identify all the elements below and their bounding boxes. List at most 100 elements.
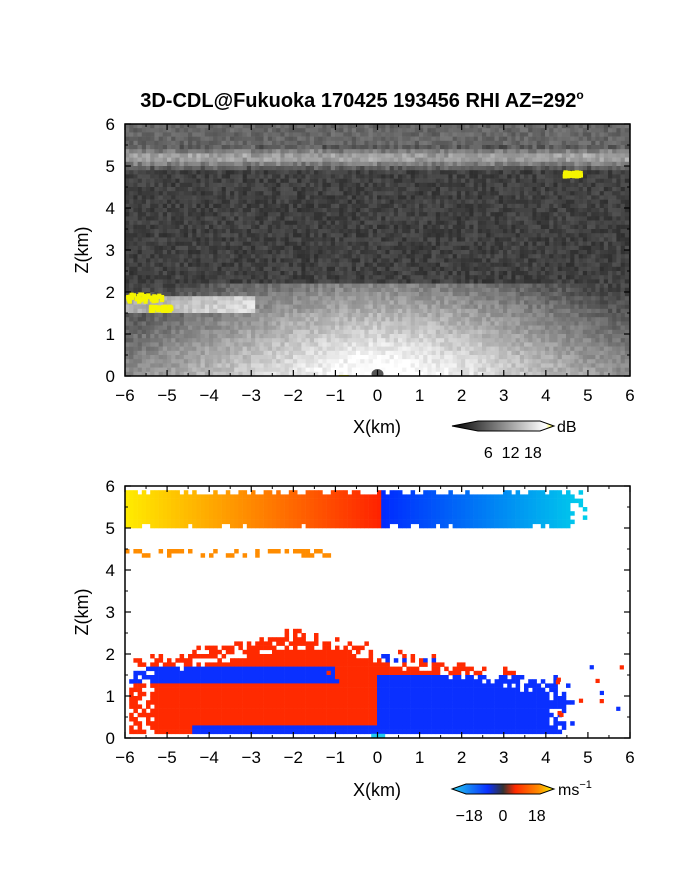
reflectivity-cell xyxy=(200,220,206,226)
reflectivity-cell xyxy=(566,182,571,188)
reflectivity-cell xyxy=(301,149,306,154)
reflectivity-cell xyxy=(356,271,361,276)
reflectivity-cell xyxy=(406,241,411,247)
reflectivity-cell xyxy=(385,132,390,137)
reflectivity-cell xyxy=(595,258,600,263)
reflectivity-cell xyxy=(167,275,172,280)
reflectivity-cell xyxy=(230,287,235,293)
reflectivity-cell xyxy=(171,132,176,137)
reflectivity-cell xyxy=(461,216,466,221)
reflectivity-cell xyxy=(242,178,248,184)
reflectivity-cell xyxy=(528,233,533,238)
reflectivity-cell xyxy=(322,140,327,146)
reflectivity-cell xyxy=(141,170,147,175)
reflectivity-cell xyxy=(209,161,214,167)
reflectivity-cell xyxy=(440,195,445,200)
reflectivity-cell xyxy=(225,132,231,137)
reflectivity-cell xyxy=(570,216,575,221)
reflectivity-cell xyxy=(393,153,399,158)
reflectivity-cell xyxy=(175,166,180,171)
reflectivity-cell xyxy=(587,250,592,255)
reflectivity-cell xyxy=(494,166,500,171)
reflectivity-cell xyxy=(129,237,134,242)
reflectivity-cell xyxy=(326,145,332,150)
reflectivity-cell xyxy=(469,166,474,171)
reflectivity-cell xyxy=(402,132,407,137)
reflectivity-cell xyxy=(175,220,180,226)
reflectivity-cell xyxy=(288,157,294,163)
reflectivity-cell xyxy=(536,212,542,217)
reflectivity-cell xyxy=(196,245,201,251)
reflectivity-cell xyxy=(280,174,285,179)
reflectivity-cell xyxy=(183,296,189,301)
reflectivity-cell xyxy=(297,287,302,293)
reflectivity-cell xyxy=(330,191,336,196)
reflectivity-cell xyxy=(524,178,529,184)
reflectivity-cell xyxy=(372,174,378,179)
reflectivity-cell xyxy=(624,292,630,297)
reflectivity-cell xyxy=(167,178,172,184)
reflectivity-cell xyxy=(532,233,537,238)
reflectivity-cell xyxy=(221,262,227,268)
reflectivity-cell xyxy=(351,266,357,272)
reflectivity-cell xyxy=(624,124,630,129)
reflectivity-cell xyxy=(213,266,218,272)
reflectivity-cell xyxy=(200,258,206,263)
reflectivity-cell xyxy=(150,254,155,259)
reflectivity-cell xyxy=(293,283,298,289)
reflectivity-cell xyxy=(309,245,315,251)
reflectivity-cell xyxy=(356,170,361,175)
reflectivity-cell xyxy=(204,220,210,226)
reflectivity-cell xyxy=(347,203,353,209)
reflectivity-cell xyxy=(305,145,311,150)
reflectivity-cell xyxy=(536,161,542,167)
reflectivity-cell xyxy=(431,212,437,217)
reflectivity-cell xyxy=(410,132,416,137)
reflectivity-cell xyxy=(125,195,130,200)
reflectivity-cell xyxy=(175,245,180,251)
reflectivity-cell xyxy=(154,178,159,184)
reflectivity-cell xyxy=(570,212,575,217)
reflectivity-cell xyxy=(532,292,537,297)
reflectivity-cell xyxy=(179,153,185,158)
reflectivity-cell xyxy=(288,124,294,129)
reflectivity-cell xyxy=(200,229,206,234)
reflectivity-cell xyxy=(595,128,600,133)
reflectivity-cell xyxy=(549,153,554,158)
reflectivity-cell xyxy=(410,157,416,163)
reflectivity-cell xyxy=(448,149,453,154)
reflectivity-cell xyxy=(297,195,302,200)
reflectivity-cell xyxy=(192,250,197,255)
reflectivity-cell xyxy=(440,191,445,196)
reflectivity-cell xyxy=(246,195,252,200)
reflectivity-cell xyxy=(301,174,306,179)
reflectivity-cell xyxy=(154,203,159,209)
reflectivity-cell xyxy=(339,279,344,284)
reflectivity-cell xyxy=(456,191,462,196)
reflectivity-cell xyxy=(532,140,537,146)
reflectivity-cell xyxy=(528,254,533,259)
reflectivity-cell xyxy=(431,199,437,205)
reflectivity-cell xyxy=(213,212,218,217)
reflectivity-cell xyxy=(561,287,567,293)
reflectivity-cell xyxy=(284,245,290,251)
reflectivity-cell xyxy=(280,220,285,226)
reflectivity-cell xyxy=(553,153,558,158)
reflectivity-cell xyxy=(129,203,134,209)
reflectivity-cell xyxy=(440,161,445,167)
reflectivity-cell xyxy=(498,266,504,272)
reflectivity-cell xyxy=(431,216,437,221)
reflectivity-cell xyxy=(566,187,571,192)
reflectivity-cell xyxy=(524,191,529,196)
reflectivity-cell xyxy=(612,275,617,280)
reflectivity-cell xyxy=(469,233,474,238)
reflectivity-cell xyxy=(524,287,529,293)
reflectivity-cell xyxy=(280,208,285,213)
reflectivity-cell xyxy=(171,237,176,242)
reflectivity-cell xyxy=(230,233,235,238)
reflectivity-cell xyxy=(137,174,143,179)
reflectivity-cell xyxy=(335,212,340,217)
reflectivity-cell xyxy=(595,140,600,146)
reflectivity-cell xyxy=(624,178,630,184)
reflectivity-cell xyxy=(477,258,483,263)
